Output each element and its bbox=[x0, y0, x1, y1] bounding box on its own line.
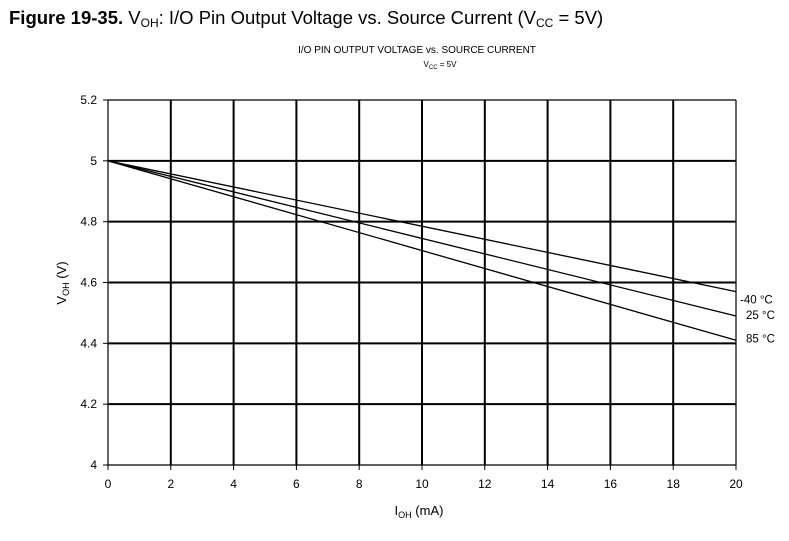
chart-title: I/O PIN OUTPUT VOLTAGE vs. SOURCE CURREN… bbox=[298, 45, 536, 56]
x-tick-label: 12 bbox=[478, 477, 492, 491]
caption-vcc-subscript: CC bbox=[536, 16, 554, 30]
y-tick-label: 5.2 bbox=[80, 93, 97, 107]
x-tick-label: 6 bbox=[293, 477, 300, 491]
y-tick-label: 4.8 bbox=[80, 215, 97, 229]
series-line bbox=[107, 160, 737, 317]
x-tick-label: 16 bbox=[604, 477, 618, 491]
caption-v-subscript: OH bbox=[140, 16, 159, 30]
x-tick-label: 14 bbox=[541, 477, 555, 491]
caption-text: : I/O Pin Output Voltage vs. Source Curr… bbox=[158, 7, 536, 28]
x-tick-label: 18 bbox=[667, 477, 681, 491]
y-tick-label: 4.6 bbox=[80, 276, 97, 290]
grid bbox=[103, 99, 737, 470]
chart-subtitle-sub: CC bbox=[429, 65, 438, 71]
caption-tail: = 5V) bbox=[553, 7, 604, 28]
y-tick-label: 4.4 bbox=[80, 336, 97, 350]
y-axis-label-rest: (V) bbox=[54, 261, 69, 282]
x-axis-label-sub: OH bbox=[398, 510, 412, 520]
chart-subtitle: VCC = 5V bbox=[424, 60, 458, 71]
y-tick-label: 5 bbox=[90, 154, 97, 168]
y-axis-label: VOH (V) bbox=[54, 261, 71, 304]
series-labels: -40 °C 25 °C 85 °C bbox=[740, 295, 775, 346]
x-tick-label: 20 bbox=[729, 477, 743, 491]
y-axis-label-main: V bbox=[54, 296, 69, 305]
x-tick-label: 10 bbox=[415, 477, 429, 491]
x-axis-label: IOH (mA) bbox=[395, 503, 444, 520]
x-tick-label: 8 bbox=[356, 477, 363, 491]
x-axis-label-main: I bbox=[395, 503, 399, 518]
caption-v: V bbox=[128, 7, 141, 28]
chart-subtitle-v: V bbox=[424, 60, 430, 69]
y-tick-label: 4.2 bbox=[80, 397, 97, 411]
y-tick-labels: 4 4.2 4.4 4.6 4.8 5 5.2 bbox=[80, 93, 97, 472]
figure-caption: Figure 19-35. VOH: I/O Pin Output Voltag… bbox=[9, 7, 779, 30]
x-tick-label: 0 bbox=[105, 477, 112, 491]
series-label: -40 °C bbox=[740, 295, 773, 307]
series-line bbox=[107, 160, 737, 293]
x-tick-label: 4 bbox=[230, 477, 237, 491]
series-lines bbox=[107, 160, 737, 341]
y-axis-label-sub: OH bbox=[61, 282, 71, 296]
series-line bbox=[107, 160, 737, 341]
x-axis-label-rest: (mA) bbox=[412, 503, 444, 518]
chart-subtitle-rest: = 5V bbox=[438, 60, 458, 69]
y-tick-label: 4 bbox=[90, 458, 97, 472]
x-tick-labels: 0 2 4 6 8 10 12 14 16 18 20 bbox=[105, 477, 743, 491]
series-label: 25 °C bbox=[746, 310, 775, 322]
figure-number: Figure 19-35. bbox=[9, 7, 124, 28]
series-label: 85 °C bbox=[746, 333, 775, 345]
x-tick-label: 2 bbox=[167, 477, 174, 491]
